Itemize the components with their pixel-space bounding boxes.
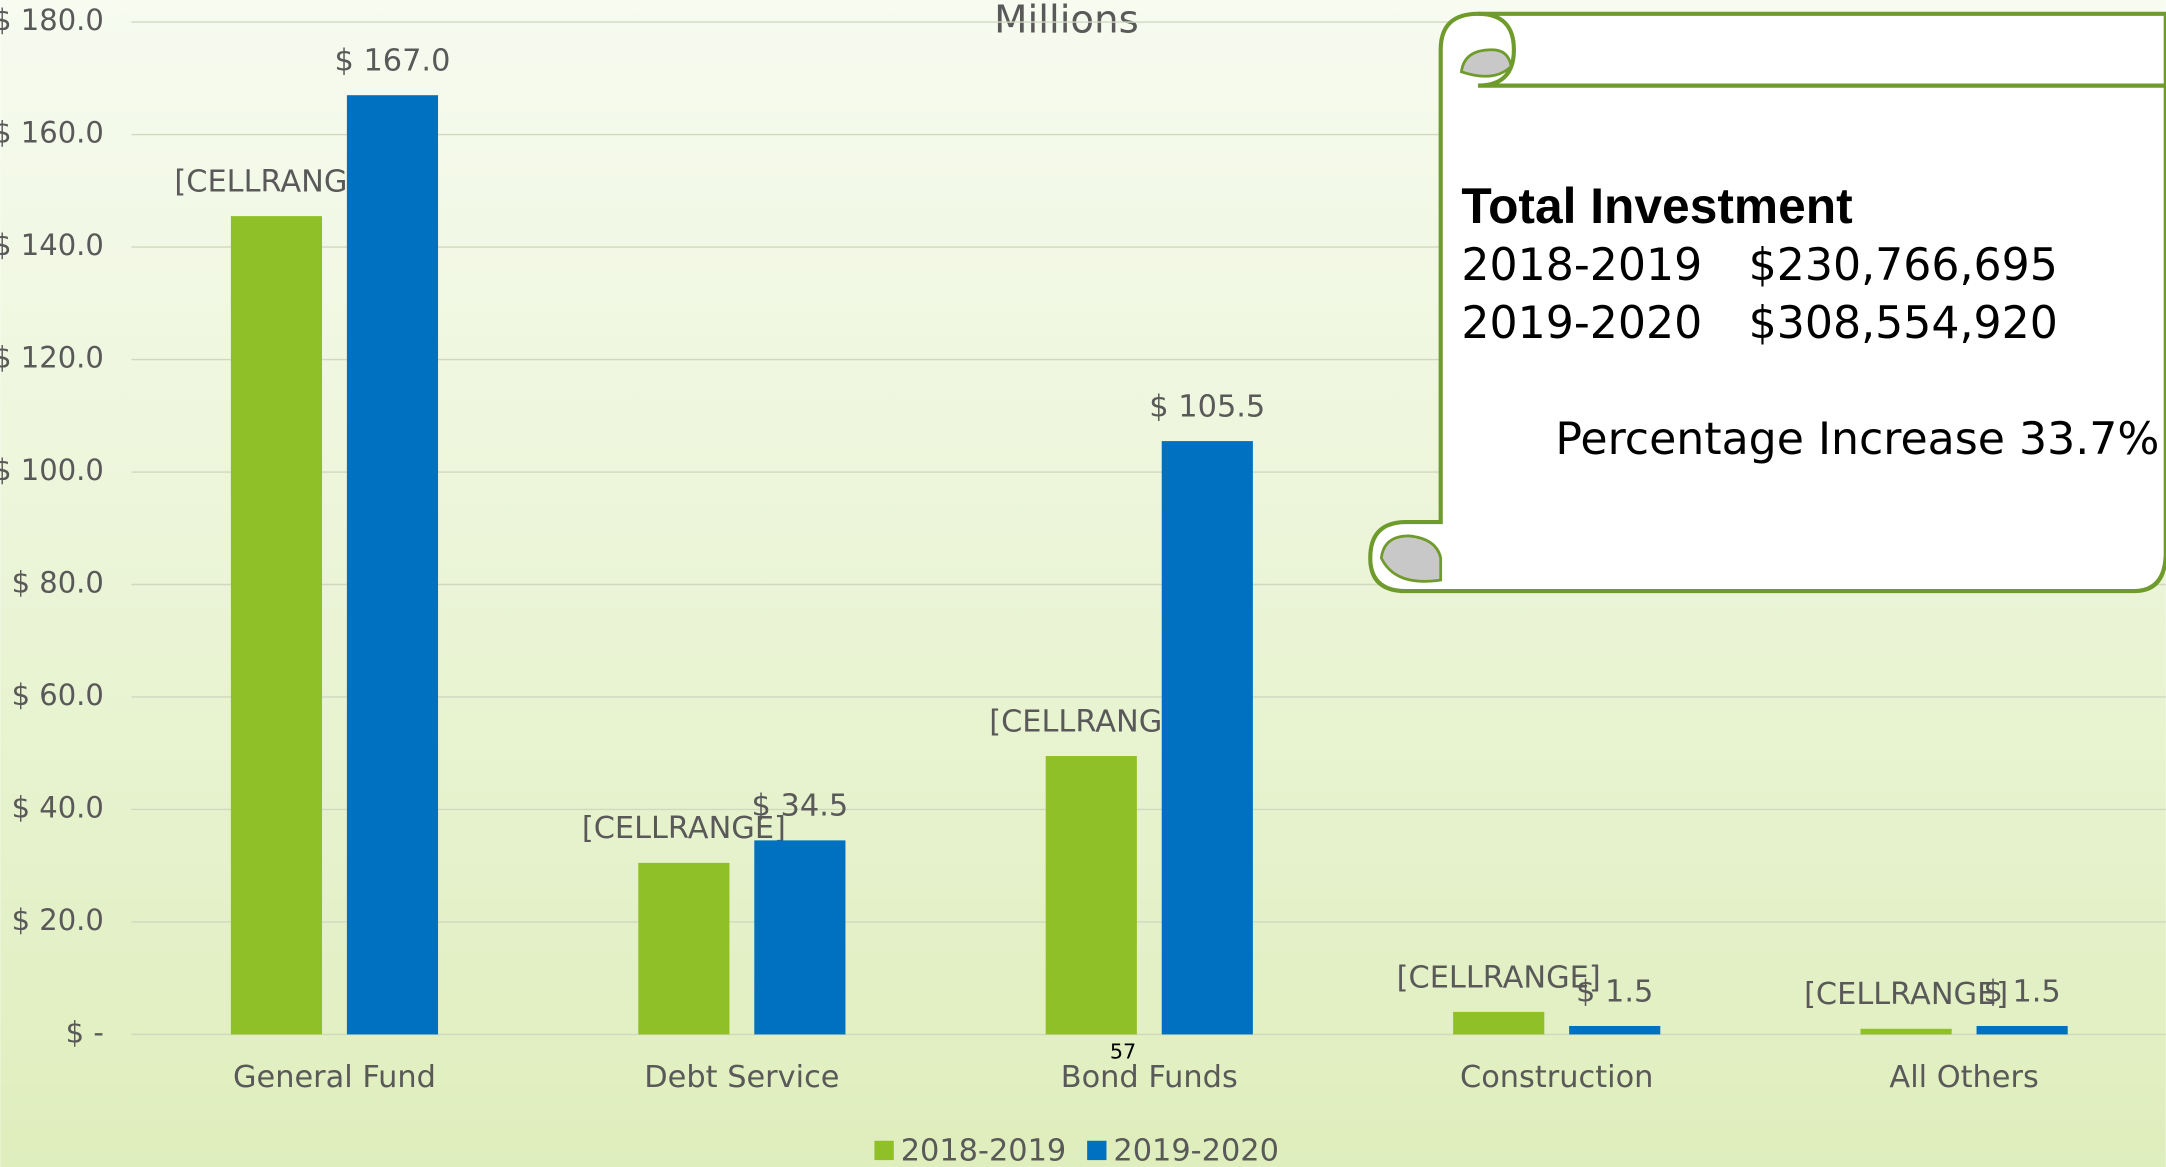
x-tick-label: Debt Service (644, 1060, 839, 1095)
y-tick-label: $ 60.0 (12, 678, 104, 712)
callout-value: $308,554,920 (1749, 298, 2058, 349)
bar (1161, 441, 1253, 1035)
callout-label: 2018-2019 (1461, 240, 1702, 291)
data-label: [CELLRANGE] (1397, 960, 1601, 995)
x-tick-label: Construction (1460, 1060, 1653, 1095)
bar (1860, 1028, 1952, 1035)
legend-label: 2019-2020 (1113, 1133, 1279, 1167)
bar (1569, 1025, 1661, 1035)
data-label: [CELLRANGE] (174, 164, 378, 199)
callout-title: Total Investment (1461, 178, 1852, 234)
bar (1045, 756, 1137, 1035)
x-tick-label: All Others (1889, 1060, 2038, 1095)
x-tick-label: General Fund (233, 1060, 436, 1095)
y-tick-label: $ 80.0 (12, 565, 104, 599)
callout-label: 2019-2020 (1461, 298, 1702, 349)
callout: Total Investment 2018-2019 $230,766,695 … (1368, 11, 2166, 594)
y-tick-label: $ 160.0 (0, 116, 104, 150)
data-label: $ 1.5 (1983, 974, 2060, 1009)
data-label: $ 34.5 (752, 789, 849, 824)
bar (346, 95, 439, 1035)
y-tick-label: $ 40.0 (12, 790, 104, 824)
y-tick-label: $ 20.0 (12, 903, 104, 937)
legend-label: 2018-2019 (901, 1133, 1067, 1167)
data-label: $ 167.0 (334, 44, 450, 79)
chart-title: Millions (994, 0, 1139, 43)
bar (230, 216, 323, 1035)
callout-note: Percentage Increase 33.7% (1555, 414, 2159, 465)
scroll-curl (1459, 48, 1513, 78)
data-label: [CELLRANGE] (582, 811, 786, 846)
scroll-top-curl (1477, 11, 2166, 88)
bar (1976, 1025, 2068, 1035)
page-number: 57 (1110, 1039, 1136, 1063)
bar (638, 862, 730, 1035)
legend-swatch (874, 1140, 894, 1161)
data-label: [CELLRANGE] (1804, 977, 2008, 1012)
y-tick-label: $ 100.0 (0, 453, 104, 487)
y-tick-label: $ - (66, 1015, 104, 1049)
data-label: $ 1.5 (1576, 974, 1653, 1009)
bar (754, 840, 846, 1035)
y-tick-label: $ 120.0 (0, 341, 104, 375)
y-tick-label: $ 180.0 (0, 3, 104, 37)
scroll-curl (1379, 534, 1443, 583)
bar (1453, 1011, 1545, 1035)
data-label: $ 105.5 (1149, 389, 1265, 424)
y-tick-label: $ 140.0 (0, 228, 104, 262)
legend-swatch (1087, 1140, 1107, 1161)
data-label: [CELLRANGE] (989, 704, 1193, 739)
scroll-shape (1368, 11, 2166, 594)
callout-value: $230,766,695 (1749, 240, 2058, 291)
x-tick-label: Bond Funds (1061, 1060, 1238, 1095)
